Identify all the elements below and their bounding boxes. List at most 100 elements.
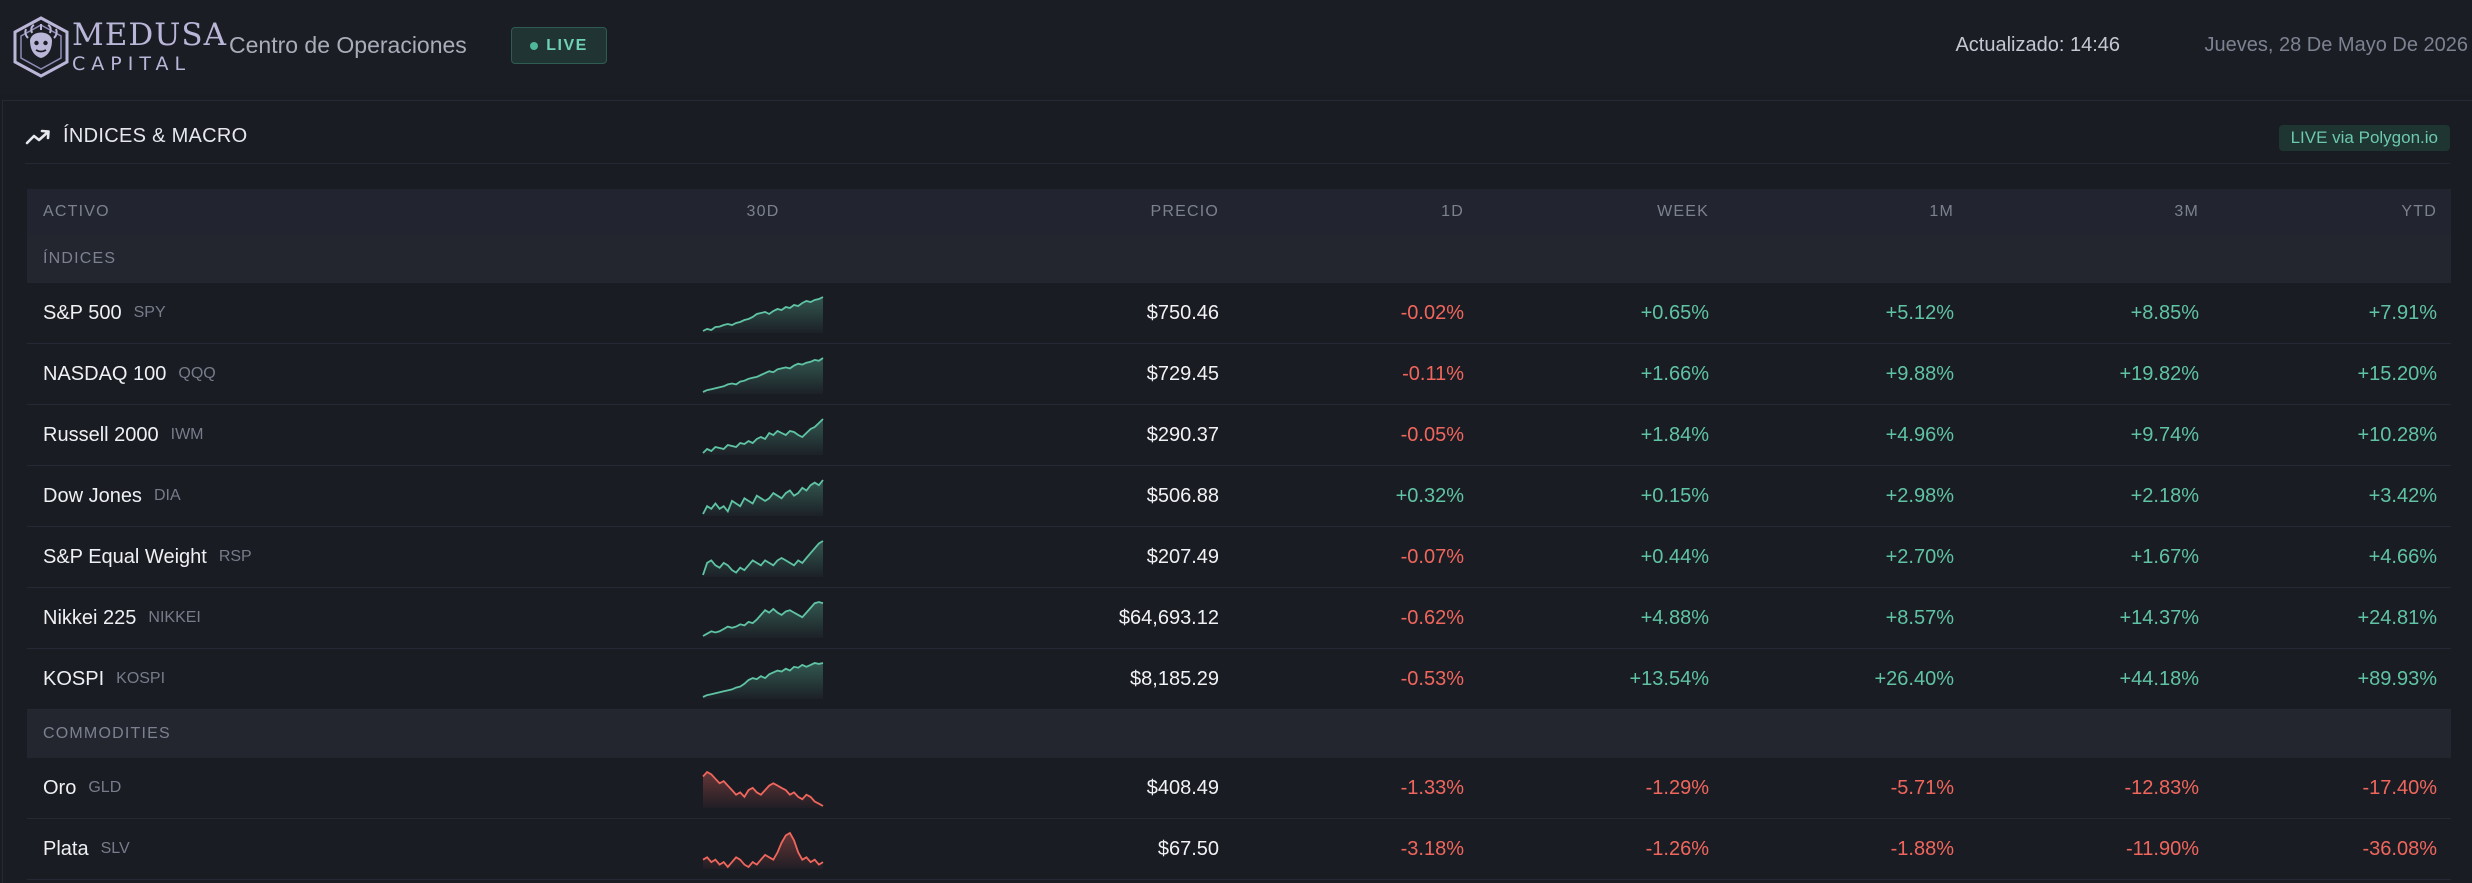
- brand-line-1: MEDUSA: [72, 17, 227, 53]
- table-row[interactable]: Russell 2000 IWM $290.37 -0.05% +1.84% +4.96%…: [27, 405, 2451, 466]
- asset-name[interactable]: Oro: [43, 776, 77, 799]
- trending-up-icon: [25, 129, 50, 144]
- column-header-ytd[interactable]: YTD: [2401, 203, 2437, 220]
- asset-ticker: RSP: [218, 548, 252, 565]
- table-row[interactable]: KOSPI KOSPI $8,185.29 -0.53% +13.54% +26.40% +…: [27, 649, 2451, 710]
- price-value: $64,693.12: [1118, 606, 1219, 629]
- change-ytd: +24.81%: [2357, 606, 2437, 629]
- asset-name[interactable]: S&P 500: [43, 301, 122, 324]
- table-body: ÍNDICES S&P 500 SPY $750.46 -0.02% +0.65% +5.1…: [27, 235, 2451, 880]
- change-1m: -5.71%: [1890, 776, 1954, 799]
- sparkline-30d: [702, 479, 824, 516]
- asset-ticker: QQQ: [178, 365, 216, 382]
- table-row[interactable]: S&P 500 SPY $750.46 -0.02% +0.65% +5.12% +8.85…: [27, 283, 2451, 344]
- column-header-week[interactable]: WEEK: [1657, 203, 1709, 220]
- asset-name[interactable]: Plata: [43, 837, 89, 860]
- price-value: $506.88: [1146, 484, 1219, 507]
- asset-ticker: SPY: [133, 304, 166, 321]
- sparkline-line: [702, 418, 824, 454]
- change-3m: -11.90%: [2125, 837, 2199, 860]
- sparkline-line: [702, 479, 824, 515]
- column-header-30d[interactable]: 30D: [746, 203, 780, 220]
- change-3m: -12.83%: [2124, 776, 2200, 799]
- change-1d: +0.32%: [1395, 484, 1464, 507]
- change-week: +13.54%: [1629, 667, 1709, 690]
- price-value: $8,185.29: [1130, 667, 1219, 690]
- sparkline-30d: [702, 540, 824, 577]
- sparkline-30d: [702, 418, 824, 455]
- table-row[interactable]: Oro GLD $408.49 -1.33% -1.29% -5.71% -12.83% -1…: [27, 758, 2451, 819]
- divider: [25, 163, 2450, 164]
- asset-name[interactable]: NASDAQ 100: [43, 362, 167, 385]
- asset-name[interactable]: Russell 2000: [43, 423, 159, 446]
- change-3m: +8.85%: [2130, 301, 2199, 324]
- table-row[interactable]: Dow Jones DIA $506.88 +0.32% +0.15% +2.98% +2.…: [27, 466, 2451, 527]
- change-3m: +2.18%: [2130, 484, 2199, 507]
- table-row[interactable]: Nikkei 225 NIKKEI $64,693.12 -0.62% +4.88% +8…: [27, 588, 2451, 649]
- column-header-activo[interactable]: ACTIVO: [43, 203, 110, 220]
- sparkline-cell: [702, 344, 824, 404]
- sparkline-line: [702, 601, 824, 637]
- sparkline-30d: [702, 357, 824, 394]
- change-ytd: -17.40%: [2362, 776, 2438, 799]
- live-status-badge: LIVE: [511, 27, 607, 64]
- asset-cell: Plata SLV: [43, 819, 130, 879]
- asset-name[interactable]: Dow Jones: [43, 484, 142, 507]
- change-ytd: +15.20%: [2357, 362, 2437, 385]
- sparkline-area: [703, 602, 823, 638]
- change-1d: -0.53%: [1400, 667, 1464, 690]
- change-ytd: +4.66%: [2368, 545, 2437, 568]
- asset-cell: NASDAQ 100 QQQ: [43, 344, 216, 404]
- change-3m: +9.74%: [2130, 423, 2199, 446]
- sparkline-cell: [702, 405, 824, 465]
- change-ytd: +10.28%: [2357, 423, 2437, 446]
- change-week: -1.26%: [1645, 837, 1709, 860]
- live-dot-icon: [530, 41, 539, 50]
- app-title: Centro de Operaciones: [229, 32, 467, 58]
- live-label: LIVE: [546, 36, 588, 54]
- change-ytd: +3.42%: [2368, 484, 2437, 507]
- sparkline-line: [702, 296, 824, 332]
- asset-name[interactable]: Nikkei 225: [43, 606, 137, 629]
- change-1d: -3.18%: [1400, 837, 1464, 860]
- last-updated: Actualizado: 14:46: [1955, 34, 2120, 56]
- change-1m: +5.12%: [1885, 301, 1954, 324]
- price-value: $729.45: [1146, 362, 1219, 385]
- top-bar: MEDUSA CAPITAL Centro de Operaciones LIV…: [0, 0, 2472, 94]
- column-header-1d[interactable]: 1D: [1441, 203, 1464, 220]
- medusa-logo-icon[interactable]: [12, 16, 70, 78]
- sparkline-area: [703, 663, 823, 699]
- table-row[interactable]: S&P Equal Weight RSP $207.49 -0.07% +0.44% +2…: [27, 527, 2451, 588]
- sparkline-line: [702, 540, 824, 576]
- change-week: +4.88%: [1640, 606, 1709, 629]
- sparkline-line: [702, 357, 824, 393]
- sparkline-cell: [702, 283, 824, 343]
- sparkline-30d: [702, 601, 824, 638]
- section-label: ÍNDICES: [43, 250, 117, 267]
- panel-header: ÍNDICES & MACRO: [25, 125, 248, 148]
- column-header-3m[interactable]: 3M: [2174, 203, 2199, 220]
- sparkline-cell: [702, 649, 824, 709]
- change-3m: +14.37%: [2119, 606, 2199, 629]
- change-1m: -1.88%: [1890, 837, 1954, 860]
- asset-name[interactable]: S&P Equal Weight: [43, 545, 207, 568]
- table-row[interactable]: Plata SLV $67.50 -3.18% -1.26% -1.88% -11.90% -…: [27, 819, 2451, 880]
- sparkline-area: [703, 480, 823, 516]
- asset-name[interactable]: KOSPI: [43, 667, 105, 690]
- change-3m: +44.18%: [2119, 667, 2199, 690]
- column-header-1m[interactable]: 1M: [1929, 203, 1954, 220]
- change-week: +1.84%: [1640, 423, 1709, 446]
- column-header-precio[interactable]: PRECIO: [1150, 203, 1219, 220]
- sparkline-area: [703, 541, 823, 577]
- change-1d: -0.11%: [1402, 362, 1464, 385]
- data-source-badge[interactable]: LIVE via Polygon.io: [2278, 125, 2450, 151]
- asset-ticker: SLV: [100, 840, 130, 857]
- change-1m: +8.57%: [1885, 606, 1954, 629]
- asset-cell: Russell 2000 IWM: [43, 405, 204, 465]
- asset-cell: S&P Equal Weight RSP: [43, 527, 252, 587]
- table-row[interactable]: NASDAQ 100 QQQ $729.45 -0.11% +1.66% +9.88% +1…: [27, 344, 2451, 405]
- asset-cell: Oro GLD: [43, 758, 121, 818]
- asset-ticker: DIA: [153, 487, 181, 504]
- sparkline-30d: [702, 296, 824, 333]
- change-ytd: +7.91%: [2368, 301, 2437, 324]
